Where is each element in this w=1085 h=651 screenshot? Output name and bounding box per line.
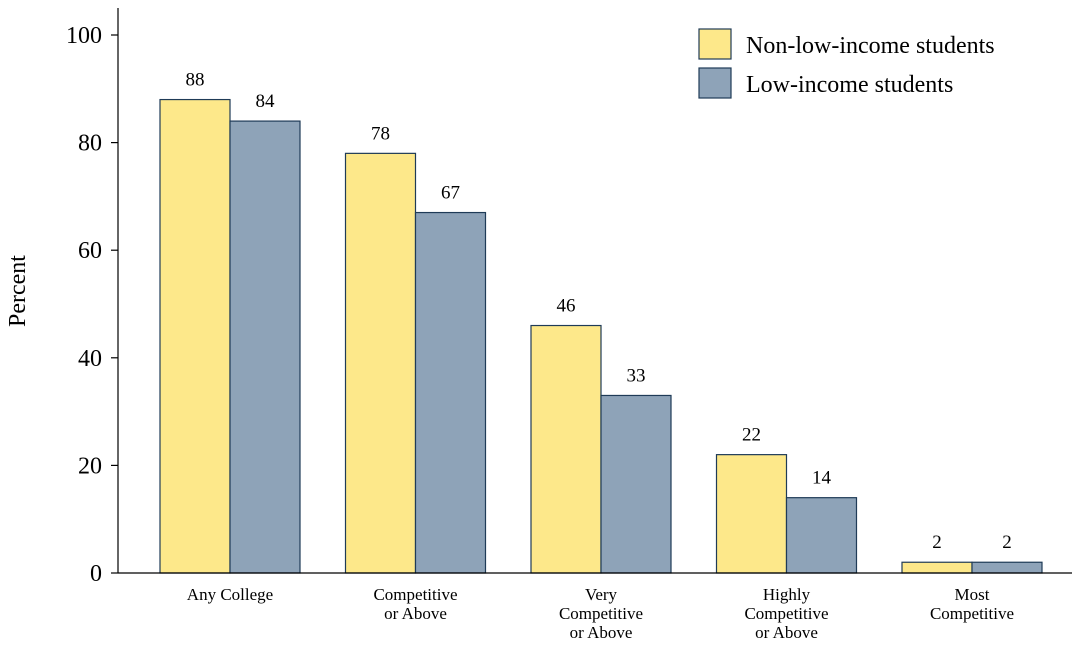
axes-layer — [117, 8, 1072, 574]
x-tick-label-line: Most — [955, 585, 990, 604]
y-axis-label-group: Percent — [5, 255, 31, 327]
x-tick-label-line: Any College — [187, 585, 273, 604]
y-tick-label: 40 — [78, 346, 102, 372]
legend-label: Non-low-income students — [746, 33, 995, 59]
legend-swatch — [698, 28, 732, 60]
y-tick-label: 80 — [78, 131, 102, 157]
bar-low-income — [600, 394, 672, 574]
y-ticks-layer: 0 20 40 60 80 100 — [66, 23, 118, 587]
legend-label: Low-income students — [746, 72, 953, 98]
legend: Non-low-income students Low-income studen… — [698, 28, 995, 99]
x-tick-label-line: Very — [585, 585, 618, 604]
y-tick-label: 20 — [78, 453, 102, 479]
x-tick-label-line: or Above — [384, 604, 447, 623]
bars-layer — [159, 98, 1043, 574]
bar-non-low-income — [344, 152, 417, 574]
x-tick-label-line: Competitive — [930, 604, 1014, 623]
y-tick-label: 0 — [90, 561, 102, 587]
legend-swatch — [698, 67, 732, 99]
value-label: 14 — [812, 468, 832, 489]
value-label: 88 — [186, 70, 205, 91]
value-label: 67 — [441, 183, 460, 204]
bar-low-income — [785, 497, 858, 574]
x-tick-label: Competitive or Above — [373, 585, 457, 623]
bar-non-low-income — [159, 98, 231, 574]
x-tick-label-line: or Above — [570, 623, 633, 642]
value-label: 22 — [742, 425, 761, 446]
y-tick-label: 60 — [78, 238, 102, 264]
bar-non-low-income — [715, 454, 788, 574]
value-label: 78 — [371, 123, 390, 144]
value-label: 2 — [932, 532, 942, 553]
value-label: 2 — [1002, 532, 1012, 553]
x-tick-label: Highly Competitive or Above — [744, 585, 828, 642]
bar-low-income — [229, 120, 301, 574]
x-tick-label: Very Competitive or Above — [559, 585, 643, 642]
x-tick-label-line: Highly — [763, 585, 811, 604]
bar-non-low-income — [901, 561, 973, 574]
y-tick-label: 100 — [66, 23, 102, 49]
x-tick-label-line: Competitive — [744, 604, 828, 623]
x-tick-label-line: Competitive — [373, 585, 457, 604]
x-tick-label-line: or Above — [755, 623, 818, 642]
bar-low-income — [414, 211, 487, 574]
x-tick-label-line: Competitive — [559, 604, 643, 623]
value-label: 84 — [256, 91, 276, 112]
bar-non-low-income — [530, 324, 602, 574]
x-tick-label: Any College — [187, 585, 273, 604]
bar-low-income — [971, 561, 1043, 574]
value-label: 46 — [557, 296, 576, 317]
y-axis-label: Percent — [5, 255, 31, 327]
x-tick-label: Most Competitive — [930, 585, 1014, 623]
value-label: 33 — [627, 365, 646, 386]
